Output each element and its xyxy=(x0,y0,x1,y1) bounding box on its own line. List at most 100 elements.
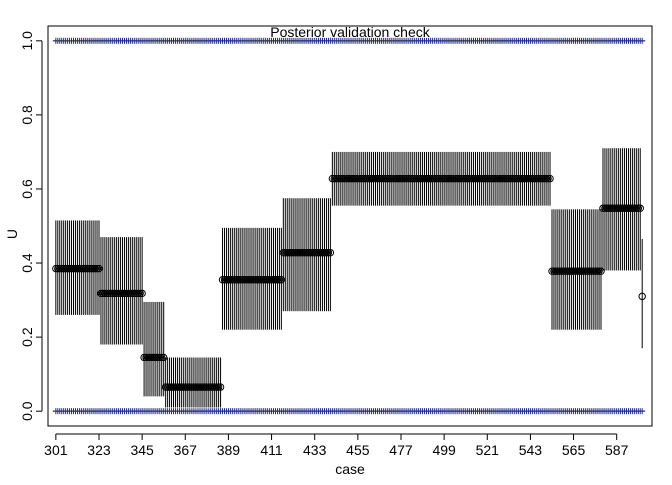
x-tick-label: 521 xyxy=(476,442,500,458)
median-point xyxy=(452,174,460,183)
median-point xyxy=(77,264,86,273)
y-tick-label: 0.4 xyxy=(19,253,35,273)
median-point xyxy=(448,174,456,183)
x-tick-label: 323 xyxy=(87,442,111,458)
median-point xyxy=(252,276,260,284)
median-point xyxy=(340,174,348,183)
median-point xyxy=(67,264,76,273)
median-point xyxy=(634,204,642,212)
median-point xyxy=(120,289,129,298)
median-point xyxy=(277,276,286,284)
x-tick-label: 587 xyxy=(605,442,629,458)
median-point xyxy=(54,264,62,273)
median-point xyxy=(191,383,199,391)
median-point xyxy=(216,383,225,391)
y-tick-label: 0.0 xyxy=(19,401,35,421)
median-point xyxy=(607,204,615,212)
chart-title: Posterior validation check xyxy=(270,24,431,40)
median-point xyxy=(52,264,60,273)
y-axis-label: U xyxy=(4,229,20,239)
median-point xyxy=(528,174,537,183)
x-tick-label: 433 xyxy=(303,442,327,458)
median-point xyxy=(109,289,117,298)
median-point xyxy=(605,204,613,212)
median-point xyxy=(387,174,395,183)
median-point xyxy=(454,174,462,183)
median-point xyxy=(271,276,280,284)
median-point xyxy=(411,174,419,183)
median-point xyxy=(322,248,331,257)
median-point xyxy=(583,267,591,275)
median-point xyxy=(407,174,415,183)
median-point xyxy=(581,267,590,275)
median-point xyxy=(146,353,154,362)
median-point xyxy=(471,174,480,183)
median-point xyxy=(87,264,95,273)
median-point xyxy=(483,174,491,183)
median-point xyxy=(230,276,238,284)
median-point xyxy=(218,276,227,284)
median-point xyxy=(128,289,137,298)
median-point xyxy=(560,267,568,275)
median-point xyxy=(289,248,297,257)
median-point xyxy=(203,383,211,391)
median-point xyxy=(385,174,393,183)
y-axis: 0.0 0.2 0.4 0.6 0.8 1.0 xyxy=(19,31,43,421)
median-point xyxy=(114,289,123,298)
median-point xyxy=(242,276,250,284)
median-point xyxy=(485,174,493,183)
median-point xyxy=(258,276,266,284)
median-point xyxy=(365,174,374,183)
median-point xyxy=(63,264,72,273)
median-point xyxy=(514,174,523,183)
median-point xyxy=(291,248,299,257)
median-point xyxy=(285,248,293,257)
median-point xyxy=(165,383,174,391)
median-point xyxy=(181,383,189,391)
median-point xyxy=(352,174,360,183)
median-point xyxy=(307,248,315,257)
x-tick-label: 389 xyxy=(217,442,241,458)
median-point xyxy=(579,267,588,275)
median-point xyxy=(260,276,268,284)
median-point xyxy=(312,248,321,257)
median-point xyxy=(244,276,252,284)
median-point xyxy=(403,174,411,183)
median-point xyxy=(267,276,276,284)
median-point xyxy=(624,204,633,212)
median-point xyxy=(536,174,544,183)
median-point xyxy=(189,383,197,391)
median-point xyxy=(207,383,215,391)
median-point xyxy=(440,174,448,183)
median-point xyxy=(434,174,442,183)
median-point xyxy=(179,383,188,391)
median-point xyxy=(316,248,325,257)
median-point xyxy=(107,289,115,298)
x-tick-label: 345 xyxy=(130,442,154,458)
x-tick-label: 411 xyxy=(260,442,283,458)
x-tick-label: 543 xyxy=(519,442,543,458)
median-point xyxy=(597,267,605,275)
median-point xyxy=(305,248,313,257)
median-point xyxy=(620,204,629,212)
median-point xyxy=(193,383,201,391)
median-point xyxy=(538,174,546,183)
plot-frame xyxy=(47,25,653,427)
median-point xyxy=(224,276,233,284)
median-point xyxy=(518,174,527,183)
median-point xyxy=(320,248,329,257)
median-point xyxy=(195,383,203,391)
median-point xyxy=(263,276,272,284)
median-point xyxy=(299,248,307,257)
median-point xyxy=(314,248,323,257)
median-point xyxy=(550,267,558,275)
median-point xyxy=(418,174,427,183)
median-point xyxy=(422,174,431,183)
median-point xyxy=(395,174,403,183)
median-point xyxy=(293,248,301,257)
median-point xyxy=(238,276,246,284)
median-point xyxy=(210,383,219,391)
median-point xyxy=(118,289,127,298)
